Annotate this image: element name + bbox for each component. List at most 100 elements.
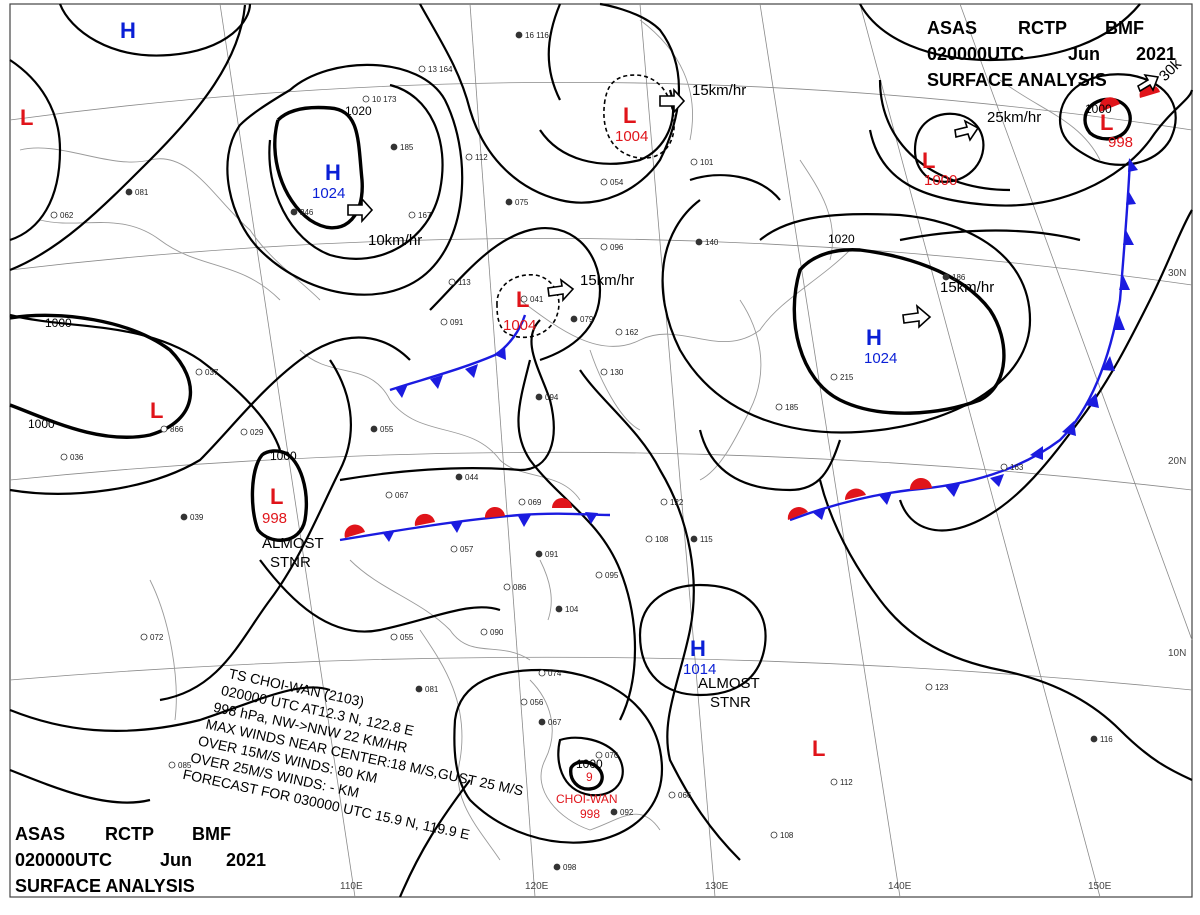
station-marker-icon — [195, 368, 203, 376]
station-value: 185 — [785, 403, 799, 412]
lat-label-10n: 10N — [1168, 648, 1186, 659]
station-marker-icon — [418, 65, 426, 73]
station-marker-icon — [595, 571, 603, 579]
station-marker-icon — [518, 498, 526, 506]
station-value: 108 — [655, 535, 669, 544]
station-marker-icon — [520, 698, 528, 706]
header-bottom-title: SURFACE ANALYSIS — [15, 876, 195, 896]
station-marker-icon — [408, 211, 416, 219]
station-value: 10 173 — [372, 95, 397, 104]
station-value: 074 — [548, 669, 562, 678]
header-top-time: 020000UTC — [927, 44, 1024, 64]
station-marker-icon — [362, 95, 370, 103]
low-center-8: L — [812, 736, 825, 761]
station-marker-icon — [455, 473, 463, 481]
low-center-3-value: 1004 — [615, 128, 648, 145]
station-marker-icon — [695, 238, 703, 246]
low-center-2: L — [150, 398, 163, 423]
station-marker-icon — [505, 198, 513, 206]
station-value: 162 — [625, 328, 639, 337]
station-marker-icon — [1000, 463, 1008, 471]
high-center-4: H — [690, 636, 706, 661]
fronts — [339, 84, 1160, 542]
lat-label-30n: 30N — [1168, 268, 1186, 279]
station-value: 055 — [380, 425, 394, 434]
motion-arrows — [347, 73, 1160, 329]
low-center-6: L — [922, 148, 935, 173]
isobar-label-4: 1000 — [270, 449, 297, 463]
high-center-3-value: 1024 — [864, 350, 897, 367]
graticule — [9, 3, 1193, 898]
station-value: 16 116 — [525, 31, 549, 40]
high-center-4-value: 1014 — [683, 661, 716, 678]
station-value: 092 — [620, 808, 634, 817]
motion-labels: 10km/hr 15km/hr 15km/hr 15km/hr 25km/hr … — [368, 55, 1185, 296]
motion-arrow-6 — [1137, 73, 1160, 93]
station-value: 075 — [515, 198, 529, 207]
station-value: 167 — [418, 211, 432, 220]
low-center-6-value: 1000 — [924, 172, 957, 189]
low-center-4-value: 1004 — [503, 317, 536, 334]
station-value: 044 — [465, 473, 479, 482]
station-value: 056 — [530, 698, 544, 707]
station-value: 067 — [395, 491, 409, 500]
station-marker-icon — [570, 315, 578, 323]
station-marker-icon — [503, 583, 511, 591]
header-bottom-year: 2021 — [226, 850, 266, 870]
station-value: 246 — [300, 208, 314, 217]
station-value: 13 164 — [428, 65, 453, 74]
station-marker-icon — [290, 208, 298, 216]
isobar-label-3: 1000 — [28, 417, 55, 431]
station-marker-icon — [385, 491, 393, 499]
coastlines — [19, 19, 1101, 861]
low-center-1: L — [20, 105, 33, 130]
lon-label-110e: 110E — [340, 881, 363, 892]
station-value: 029 — [250, 428, 264, 437]
almost-stnr-1-line2: STNR — [270, 554, 311, 571]
station-value: 112 — [475, 153, 488, 162]
motion-label-4: 15km/hr — [940, 279, 994, 296]
station-value: 096 — [610, 243, 624, 252]
station-value: 112 — [840, 778, 853, 787]
station-value: 062 — [60, 211, 74, 220]
typhoon-pressure-label: 998 — [580, 807, 600, 821]
header-top-month: Jun — [1068, 44, 1100, 64]
station-value: 054 — [610, 178, 624, 187]
station-value: 094 — [545, 393, 559, 402]
motion-label-5: 25km/hr — [987, 109, 1041, 126]
header-top-title: SURFACE ANALYSIS — [927, 70, 1107, 90]
station-marker-icon — [480, 628, 488, 636]
station-value: 215 — [840, 373, 854, 382]
lat-label-20n: 20N — [1168, 456, 1186, 467]
station-value: 122 — [670, 498, 684, 507]
station-marker-icon — [180, 513, 188, 521]
axis-labels: 110E 120E 130E 140E 150E 30N 20N 10N — [340, 268, 1186, 892]
station-marker-icon — [770, 831, 778, 839]
lon-label-150e: 150E — [1088, 881, 1112, 892]
typhoon-center: CHOI-WAN 998 9 — [556, 770, 618, 821]
station-value: 091 — [545, 550, 559, 559]
station-marker-icon — [515, 31, 523, 39]
station-value: 090 — [490, 628, 504, 637]
low-center-5: L — [270, 484, 283, 509]
station-marker-icon — [942, 273, 950, 281]
station-marker-icon — [668, 791, 676, 799]
station-value: 069 — [528, 498, 542, 507]
low-center-4: L — [516, 287, 529, 312]
high-center-1: H — [120, 18, 136, 43]
stationary-notes: ALMOST STNR ALMOST STNR — [262, 535, 760, 711]
station-marker-icon — [440, 318, 448, 326]
typhoon-symbol-icon: 9 — [586, 770, 593, 784]
station-marker-icon — [1090, 735, 1098, 743]
header-top-station: RCTP — [1018, 18, 1067, 38]
almost-stnr-1-line1: ALMOST — [262, 535, 324, 552]
isobar-label-7: 1000 — [576, 757, 603, 771]
pressure-systems: H H 1024 H 1024 H 1014 L L L 1004 L 1004… — [20, 18, 1133, 761]
station-value: 085 — [178, 761, 192, 770]
header-bottom-station: RCTP — [105, 824, 154, 844]
station-marker-icon — [520, 295, 528, 303]
station-marker-icon — [690, 158, 698, 166]
isobar-labels: 1020 1000 1000 1000 1020 1000 1000 — [28, 102, 1112, 771]
motion-arrow-3 — [547, 278, 575, 303]
station-marker-icon — [390, 633, 398, 641]
